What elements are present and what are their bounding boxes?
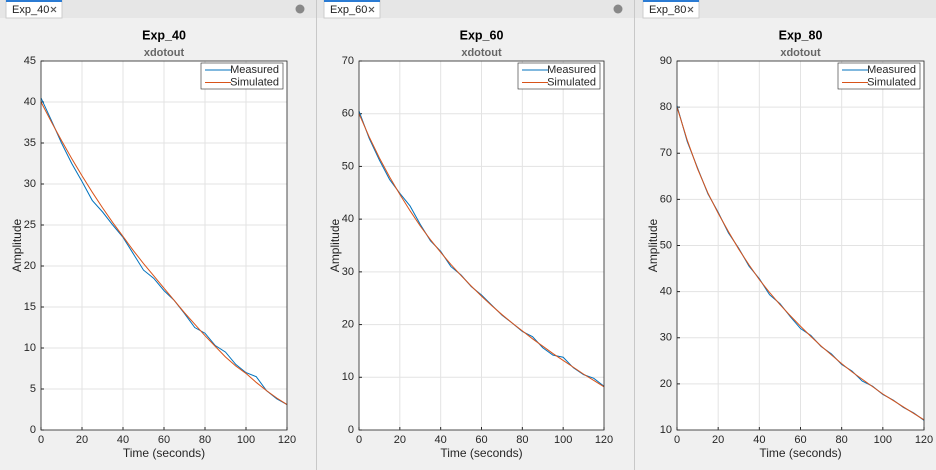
y-tick-label: 40 (342, 213, 354, 225)
x-tick-label: 40 (753, 434, 765, 446)
chart-subtitle: xdotout (144, 47, 185, 59)
y-tick-label: 10 (24, 342, 36, 354)
y-tick-label: 30 (24, 178, 36, 190)
chart-title: Exp_80 (779, 28, 823, 42)
x-tick-label: 80 (199, 434, 211, 446)
x-tick-label: 80 (516, 434, 528, 446)
tab[interactable]: Exp_60 (323, 0, 381, 19)
axes-frame (358, 60, 605, 431)
x-tick-label: 0 (356, 434, 362, 446)
y-tick-label: 20 (660, 378, 672, 390)
tab[interactable]: Exp_40 (5, 0, 63, 19)
series-line (40, 101, 288, 406)
x-tick-label: 20 (76, 434, 88, 446)
y-axis-label: Amplitude (10, 219, 24, 273)
x-axis-label: Time (seconds) (123, 446, 205, 460)
tab-label: Exp_40 (12, 4, 49, 16)
y-tick-label: 40 (24, 96, 36, 108)
chart-title: Exp_60 (460, 28, 504, 42)
x-axis-label: Time (seconds) (440, 446, 522, 460)
legend-label: Measured (230, 64, 279, 76)
x-tick-label: 120 (915, 434, 933, 446)
y-tick-label: 5 (30, 383, 36, 395)
y-tick-label: 0 (348, 424, 354, 436)
x-tick-label: 60 (794, 434, 806, 446)
y-tick-label: 80 (660, 101, 672, 113)
x-tick-label: 80 (836, 434, 848, 446)
axes-frame (676, 60, 925, 431)
series-line (676, 106, 925, 421)
y-axis-label: Amplitude (328, 219, 342, 273)
x-tick-label: 20 (712, 434, 724, 446)
x-tick-label: 60 (475, 434, 487, 446)
tab-menu[interactable] (613, 4, 623, 14)
x-tick-label: 40 (117, 434, 129, 446)
axes-frame (40, 60, 288, 431)
x-tick-label: 0 (38, 434, 44, 446)
y-axis-label: Amplitude (646, 219, 660, 273)
y-tick-label: 50 (660, 239, 672, 251)
series-line (358, 113, 605, 388)
tab-label: Exp_80 (649, 4, 686, 16)
y-tick-label: 40 (660, 286, 672, 298)
tab[interactable]: Exp_80 (642, 0, 700, 19)
x-tick-label: 40 (435, 434, 447, 446)
y-tick-label: 10 (660, 424, 672, 436)
series-line (40, 97, 288, 406)
y-tick-label: 15 (24, 301, 36, 313)
y-tick-label: 30 (660, 332, 672, 344)
y-tick-label: 20 (24, 260, 36, 272)
x-tick-label: 100 (554, 434, 572, 446)
series-line (358, 110, 605, 387)
y-tick-label: 70 (342, 55, 354, 67)
y-tick-label: 20 (342, 318, 354, 330)
y-tick-label: 35 (24, 137, 36, 149)
legend-box (517, 62, 601, 90)
x-axis-label: Time (seconds) (759, 446, 841, 460)
tab-label: Exp_60 (330, 4, 367, 16)
x-tick-label: 120 (595, 434, 613, 446)
y-tick-label: 30 (342, 266, 354, 278)
y-tick-label: 0 (30, 424, 36, 436)
y-tick-label: 10 (342, 371, 354, 383)
chart-subtitle: xdotout (461, 47, 502, 59)
chart-subtitle: xdotout (780, 47, 821, 59)
y-tick-label: 25 (24, 219, 36, 231)
x-tick-label: 20 (394, 434, 406, 446)
y-tick-label: 90 (660, 55, 672, 67)
x-tick-label: 0 (674, 434, 680, 446)
legend-label: Measured (867, 64, 916, 76)
y-tick-label: 70 (660, 147, 672, 159)
y-tick-label: 45 (24, 55, 36, 67)
legend-label: Measured (547, 64, 596, 76)
x-tick-label: 100 (874, 434, 892, 446)
legend-label: Simulated (867, 76, 916, 88)
legend-box (837, 62, 921, 90)
legend-box (200, 62, 284, 90)
x-tick-label: 60 (158, 434, 170, 446)
x-tick-label: 100 (237, 434, 255, 446)
tab-bar (0, 0, 936, 18)
y-tick-label: 60 (660, 193, 672, 205)
legend-label: Simulated (547, 76, 596, 88)
chart-title: Exp_40 (142, 28, 186, 42)
tab-menu[interactable] (295, 4, 305, 14)
y-tick-label: 50 (342, 160, 354, 172)
legend-label: Simulated (230, 76, 279, 88)
x-tick-label: 120 (278, 434, 296, 446)
y-tick-label: 60 (342, 108, 354, 120)
